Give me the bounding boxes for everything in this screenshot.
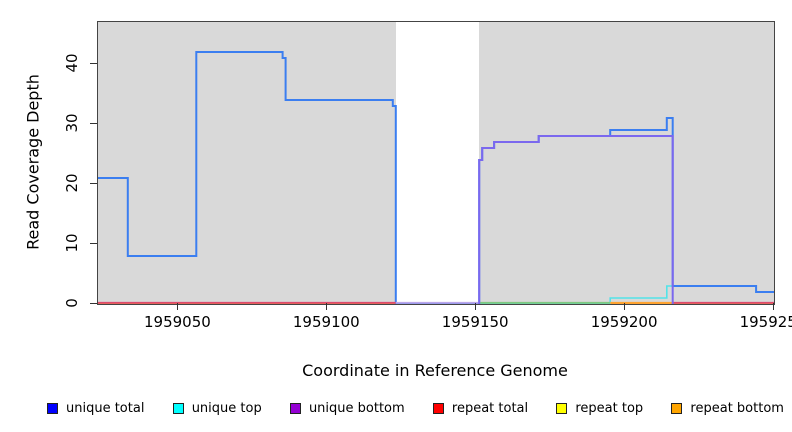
y-tick-mark [90,63,97,64]
y-tick-mark [90,183,97,184]
y-tick-mark [90,303,97,304]
series-line-unique-top [479,285,774,304]
legend-label: unique total [66,400,145,416]
plot-area [97,21,775,305]
x-tick-label: 1959150 [441,313,509,331]
legend-swatch-icon [47,402,58,414]
legend-swatch-icon [432,402,444,414]
y-tick-label: 20 [63,173,81,193]
x-tick-label: 1959050 [143,313,211,331]
x-tick-mark [773,303,774,310]
y-tick-label: 40 [63,53,81,73]
legend-item-unique-top: unique top [172,400,262,416]
legend-item-repeat-bottom: repeat bottom [671,401,784,416]
x-tick-mark [624,303,626,310]
x-tick-label: 1959200 [590,313,658,331]
x-tick-mark [177,303,179,310]
x-tick-mark [326,303,328,310]
legend-label: unique bottom [308,400,405,416]
y-tick-mark [90,123,97,124]
y-tick-label: 0 [63,298,81,308]
legend-item-repeat-top: repeat top [556,401,643,416]
y-axis-title: Read Coverage Depth [23,74,43,250]
legend-item-unique-total: unique total [47,401,144,416]
legend-label: repeat top [575,400,644,416]
coverage-step-lines [98,51,774,304]
x-axis-title: Coordinate in Reference Genome [302,361,568,380]
chart-legend: unique total unique top unique bottom repea… [47,399,784,417]
legend-swatch-icon [289,402,301,414]
legend-label: repeat bottom [690,400,784,416]
legend-item-repeat-total: repeat total [432,400,529,416]
legend-swatch-icon [556,402,568,414]
legend-label: repeat total [451,400,529,416]
legend-label: unique top [191,400,262,416]
legend-item-unique-bottom: unique bottom [289,400,405,416]
legend-swatch-icon [671,402,683,414]
y-tick-mark [90,243,97,244]
x-tick-label: 1959250 [739,313,792,331]
no-data-gap-region [395,22,480,304]
y-tick-label: 30 [63,113,81,133]
series-line-unique-bottom [478,135,674,304]
legend-swatch-icon [172,402,184,414]
y-tick-label: 10 [63,233,81,253]
x-tick-label: 1959100 [292,313,360,331]
x-tick-mark [475,303,477,310]
